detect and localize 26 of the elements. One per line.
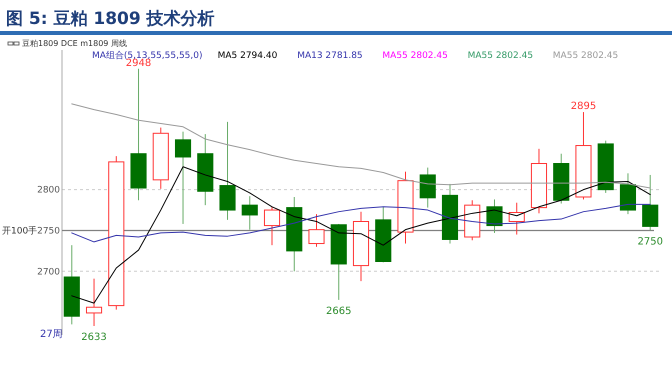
legend-label: MA55 2802.45: [382, 51, 448, 61]
candlestick: [86, 278, 102, 327]
annotation: 27周: [40, 329, 63, 340]
ref-line-label: 开100手: [2, 225, 38, 236]
chart-subtitle: 豆粕1809 DCE m1809 周线: [22, 39, 127, 48]
chart-title: 图 5: 豆粕 1809 技术分析: [6, 9, 215, 29]
y-tick-label: 2750: [37, 226, 60, 236]
candlestick: [264, 206, 280, 246]
annotation: 2665: [326, 306, 352, 317]
y-tick-label: 2800: [37, 186, 60, 196]
candlestick: [308, 214, 325, 248]
legend-title: MA组合(5,13,55,55,55,0): [92, 50, 203, 61]
candlestick: [174, 131, 192, 224]
text: MA5 2794.40: [218, 51, 278, 61]
candlestick: [642, 174, 658, 231]
line-series: [71, 103, 651, 189]
text: MA13 2781.85: [297, 51, 363, 61]
candlestick: [508, 202, 525, 236]
legend-label: MA55 2802.45: [468, 51, 534, 61]
y-tick-label: 2700: [37, 267, 60, 278]
text: MA55 2802.45: [552, 51, 618, 61]
annotation: 2633: [81, 332, 107, 344]
annotation: 2750: [637, 236, 663, 248]
annotation: 2895: [570, 101, 596, 112]
candlestick: [420, 167, 436, 208]
candlestick: [242, 196, 258, 230]
